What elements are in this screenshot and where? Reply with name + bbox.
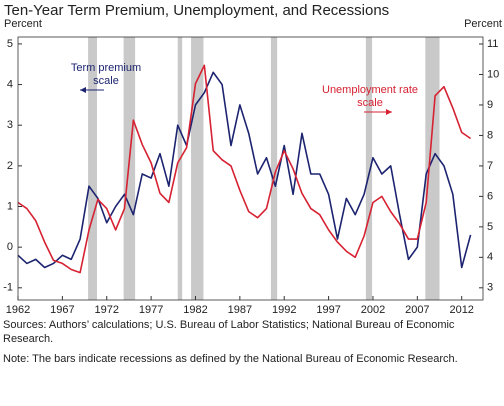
x-tick-label: 1992 <box>272 304 296 316</box>
y2-tick-label: 3 <box>487 282 493 294</box>
y-tick-label: 0 <box>7 241 13 253</box>
x-tick-label: 2007 <box>405 304 429 316</box>
x-tick-label: 2002 <box>361 304 385 316</box>
plot-frame <box>17 36 484 301</box>
y2-tick-label: 7 <box>487 160 493 172</box>
arrow-head <box>386 109 392 115</box>
recession-bar <box>123 37 136 300</box>
series-line <box>17 71 472 269</box>
y2-tick-label: 9 <box>487 99 493 111</box>
annotation: scale <box>93 75 119 87</box>
chart: Ten-Year Term Premium, Unemployment, and… <box>3 2 502 316</box>
y-tick-label: 3 <box>7 119 13 131</box>
annotation: Term premium <box>71 62 141 74</box>
x-tick-label: 1982 <box>183 304 207 316</box>
y-tick-label: 5 <box>7 38 13 50</box>
x-tick-label: 1997 <box>316 304 340 316</box>
x-tick-label: 1962 <box>6 304 30 316</box>
note: Note: The bars indicate recessions as de… <box>3 353 458 365</box>
y-tick-label: -1 <box>3 282 13 294</box>
recession-bar <box>88 37 97 300</box>
recession-bar <box>425 37 440 300</box>
series-line <box>17 64 472 274</box>
x-tick-label: 1972 <box>94 304 118 316</box>
y-tick-label: 2 <box>7 160 13 172</box>
recession-bar <box>191 37 204 300</box>
y-axis-label: Percent <box>4 18 42 30</box>
y2-tick-label: 6 <box>487 190 493 202</box>
x-tick-label: 2012 <box>449 304 473 316</box>
recession-bar <box>270 37 278 300</box>
x-tick-label: 1967 <box>50 304 74 316</box>
y-tick-label: 4 <box>7 78 13 90</box>
annotation: Unemployment rate <box>322 84 418 96</box>
y2-tick-label: 5 <box>487 221 493 233</box>
sources: Sources: Authors’ calculations; U.S. Bur… <box>3 319 455 345</box>
arrow-head <box>80 87 86 93</box>
x-tick-label: 1987 <box>228 304 252 316</box>
y2-tick-label: 8 <box>487 129 493 141</box>
x-tick-label: 1977 <box>139 304 163 316</box>
chart-title: Ten-Year Term Premium, Unemployment, and… <box>4 2 389 19</box>
footer: Sources: Authors’ calculations; U.S. Bur… <box>3 318 501 372</box>
y2-axis-label: Percent <box>464 18 502 30</box>
y2-tick-label: 4 <box>487 251 493 263</box>
y2-tick-label: 10 <box>487 68 499 80</box>
recession-bar <box>365 37 373 300</box>
y-tick-label: 1 <box>7 200 13 212</box>
y2-tick-label: 11 <box>487 38 498 50</box>
annotation: scale <box>357 97 383 109</box>
recession-bar <box>177 37 183 300</box>
